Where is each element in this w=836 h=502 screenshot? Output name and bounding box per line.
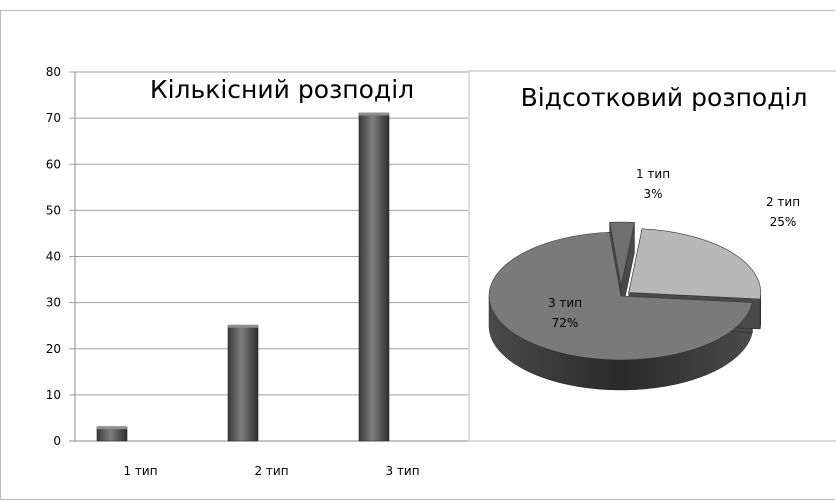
chart-frame — [0, 10, 835, 500]
pie-slice — [488, 231, 753, 361]
bar — [358, 113, 390, 442]
y-tick-label: 0 — [53, 434, 61, 448]
x-tick-label: 3 тип — [385, 464, 419, 478]
bar — [96, 426, 128, 442]
y-tick-label: 50 — [46, 203, 61, 217]
pie-slice-name-label: 3 тип — [548, 296, 582, 310]
y-tick-label: 30 — [46, 296, 61, 310]
bar-top — [359, 112, 389, 116]
bar — [227, 325, 259, 442]
y-tick-label: 40 — [46, 250, 61, 264]
pie-slice — [609, 221, 635, 287]
bar-chart-x-tick-labels: 1 тип 2 тип 3 тип — [123, 464, 419, 478]
pie-chart-slices — [488, 221, 761, 391]
pie-chart: Відсотковий розподіл 1 тип 3% 2 тип 25% 3 ти… — [488, 83, 808, 391]
bar-chart-y-tick-labels: 0 10 20 30 40 50 60 70 80 — [46, 65, 61, 448]
y-tick-label: 80 — [46, 65, 61, 79]
y-tick-label: 60 — [46, 157, 61, 171]
y-tick-label: 20 — [46, 342, 61, 356]
pie-slice-percent-label: 25% — [770, 215, 797, 229]
bar-chart-title: Кількісний розподіл — [150, 75, 414, 104]
bar-chart: 0 10 20 30 40 50 60 70 80 1 тип 2 тип 3 тип Кількі… — [46, 65, 468, 478]
pie-chart-labels: 1 тип 3% 2 тип 25% 3 тип 72% — [548, 167, 800, 330]
x-tick-label: 2 тип — [254, 464, 288, 478]
bar-top — [97, 426, 127, 430]
y-tick-label: 70 — [46, 111, 61, 125]
pie-slice-percent-label: 72% — [552, 316, 579, 330]
bar-top — [228, 324, 258, 328]
pie-slice-name-label: 1 тип — [636, 167, 670, 181]
bar-chart-grid — [69, 71, 468, 442]
x-tick-label: 1 тип — [123, 464, 157, 478]
pie-slice-percent-label: 3% — [643, 187, 662, 201]
y-tick-label: 10 — [46, 388, 61, 402]
bar-chart-bars — [96, 112, 390, 442]
pie-chart-title: Відсотковий розподіл — [521, 83, 808, 112]
pie-slice — [628, 228, 761, 300]
pie-slice-name-label: 2 тип — [766, 195, 800, 209]
